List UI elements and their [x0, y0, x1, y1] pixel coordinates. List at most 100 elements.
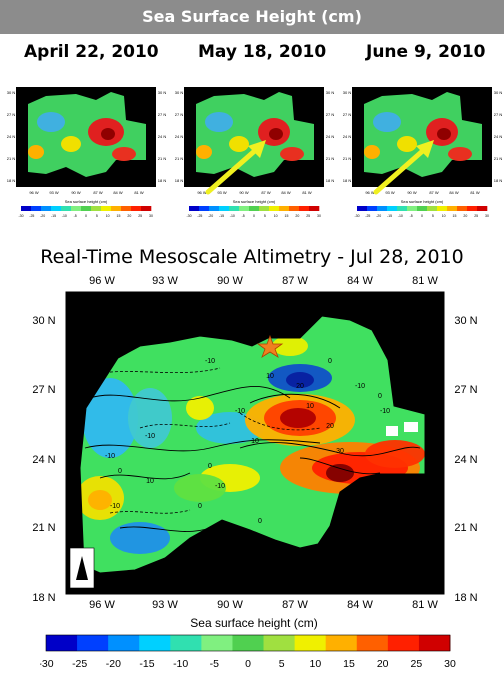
loop-current [280, 147, 304, 161]
colorbar-swatch [101, 206, 112, 211]
colorbar-swatch [209, 206, 220, 211]
x-tick-top: 84 W [113, 87, 123, 92]
logo-mark [76, 556, 88, 580]
colorbar-tick: -5 [74, 214, 77, 218]
colorbar-swatch [139, 635, 171, 651]
y-tick-left: 24 N [175, 134, 184, 139]
y-tick-right: 24 N [494, 134, 502, 139]
colorbar-tick: 10 [442, 214, 446, 218]
colorbar-tick: -20 [376, 214, 381, 218]
colorbar-swatch [131, 206, 142, 211]
contour-label: 30 [336, 448, 344, 455]
contour-label: 20 [326, 423, 334, 430]
y-tick-right: 30 N [454, 315, 477, 327]
colorbar-tick: -10 [173, 658, 188, 670]
y-tick-right: 27 N [158, 112, 166, 117]
y-tick-left: 27 N [32, 384, 55, 396]
y-tick-left: 21 N [343, 156, 352, 161]
map-frame [65, 291, 445, 595]
x-tick-top: 96 W [197, 87, 207, 92]
y-tick-left: 18 N [175, 178, 184, 183]
data-gap [404, 422, 418, 432]
colorbar-tick: -15 [139, 658, 154, 670]
colorbar-tick: 15 [285, 214, 289, 218]
y-tick-right: 21 N [158, 156, 166, 161]
colorbar-tick: -20 [106, 658, 121, 670]
x-tick-bottom: 90 W [217, 599, 243, 611]
negative-contour [109, 509, 191, 514]
x-tick-bottom: 87 W [261, 190, 271, 195]
contour-label: -10 [145, 433, 155, 440]
colorbar-swatch [108, 635, 140, 651]
x-tick-bottom: 93 W [217, 190, 227, 195]
y-tick-right: 27 N [494, 112, 502, 117]
colorbar-tick: -15 [51, 214, 56, 218]
x-tick-top: 84 W [281, 87, 291, 92]
colorbar-tick: -10 [398, 214, 403, 218]
colorbar-tick: 30 [317, 214, 321, 218]
colorbar-tick: 10 [309, 658, 321, 670]
ssh-map-panel-1: 96 W 96 W 93 W 93 W 90 W 90 W 87 W 87 W 84 W 84 W… [7, 87, 166, 218]
colorbar-tick: 10 [274, 214, 278, 218]
contour-label: 0 [258, 518, 262, 525]
loop-current [365, 440, 425, 468]
panel-1-date: April 22, 2010 [24, 42, 159, 62]
x-tick-top: 87 W [261, 87, 271, 92]
y-tick-right: 18 N [454, 592, 477, 604]
colorbar-swatch [31, 206, 42, 211]
colorbar-swatch [357, 206, 368, 211]
x-tick-top: 81 W [134, 87, 144, 92]
colorbar-tick: 10 [106, 214, 110, 218]
x-tick-bottom: 84 W [347, 599, 373, 611]
arrow-shaft [373, 145, 429, 195]
x-tick-bottom: 96 W [29, 190, 39, 195]
eddy-core [101, 128, 115, 140]
colorbar-tick: 5 [432, 214, 434, 218]
y-tick-right: 18 N [158, 178, 166, 183]
colorbar-tick: 25 [138, 214, 142, 218]
x-tick-top: 90 W [217, 275, 243, 287]
negative-contour [239, 412, 321, 431]
warm-anomaly [61, 136, 81, 152]
loop-current-core [326, 464, 354, 482]
x-tick-top: 87 W [93, 87, 103, 92]
colorbar-swatch [259, 206, 270, 211]
colorbar-swatch [219, 206, 230, 211]
y-tick-left: 30 N [7, 90, 16, 95]
colorbar-label: Sea surface height (cm) [65, 199, 108, 204]
yellow-arrow [205, 140, 266, 195]
colorbar-swatch [141, 206, 152, 211]
loop-current [448, 147, 472, 161]
colorbar-swatch [279, 206, 290, 211]
contour-label: -10 [235, 408, 245, 415]
y-tick-right: 27 N [454, 384, 477, 396]
y-tick-left: 21 N [7, 156, 16, 161]
contour-line [299, 457, 381, 475]
x-tick-top: 90 W [407, 87, 417, 92]
x-tick-bottom: 93 W [49, 190, 59, 195]
x-tick-top: 90 W [71, 87, 81, 92]
colorbar-tick: 5 [96, 214, 98, 218]
eddy-core [269, 128, 283, 140]
x-tick-bottom: 96 W [197, 190, 207, 195]
cold-eddy-core [286, 372, 314, 388]
y-tick-right: 21 N [494, 156, 502, 161]
x-tick-bottom: 81 W [412, 599, 438, 611]
y-tick-left: 27 N [343, 112, 352, 117]
main-altimetry-map: 0 -10 -10 -10 10 20 30 -10 0 -10 10 0 -10 0 -10 10 0 -10 0… [32, 275, 477, 630]
colorbar-swatch [111, 206, 122, 211]
colorbar-tick: -20 [40, 214, 45, 218]
contour-label: 20 [296, 383, 304, 390]
colorbar-tick: 25 [474, 214, 478, 218]
colorbar-swatch [269, 206, 280, 211]
low-anomaly [82, 378, 138, 458]
y-tick-left: 24 N [7, 134, 16, 139]
colorbar-swatch [407, 206, 418, 211]
x-tick-bottom: 81 W [134, 190, 144, 195]
y-tick-left: 18 N [32, 592, 55, 604]
colorbar-tick: -25 [365, 214, 370, 218]
x-tick-top: 87 W [282, 275, 308, 287]
x-tick-bottom: 93 W [385, 190, 395, 195]
colorbar-tick: 0 [85, 214, 87, 218]
main-map-title: Real-Time Mesoscale Altimetry - Jul 28, … [40, 246, 464, 268]
